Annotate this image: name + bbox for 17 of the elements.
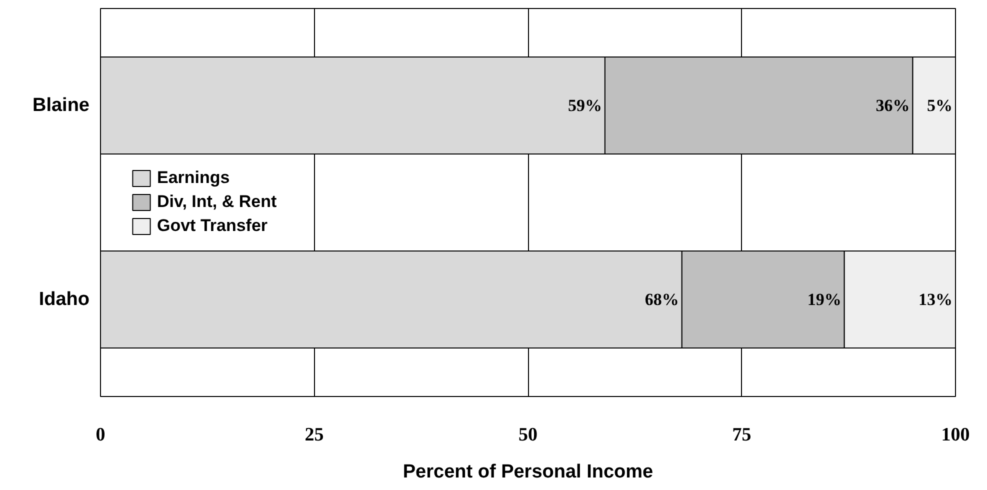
x-tick-label: 0	[96, 424, 106, 446]
data-label: 5%	[927, 96, 952, 115]
data-label: 68%	[644, 290, 679, 309]
x-tick-label: 50	[518, 424, 538, 446]
y-tick-label: Idaho	[38, 289, 90, 310]
x-tick-label: 25	[304, 424, 324, 446]
legend-label: Earnings	[157, 168, 230, 188]
legend-label: Govt Transfer	[157, 216, 268, 236]
data-label: 36%	[876, 96, 910, 115]
x-axis-title: Percent of Personal Income	[402, 462, 654, 482]
data-label: 19%	[807, 290, 842, 309]
y-tick-label: Blaine	[32, 95, 90, 116]
legend-label: Div, Int, & Rent	[157, 192, 277, 212]
data-label: 59%	[568, 96, 602, 115]
x-tick-label: 75	[732, 424, 752, 446]
x-tick-label: 100	[941, 424, 970, 446]
data-label: 13%	[918, 290, 952, 309]
